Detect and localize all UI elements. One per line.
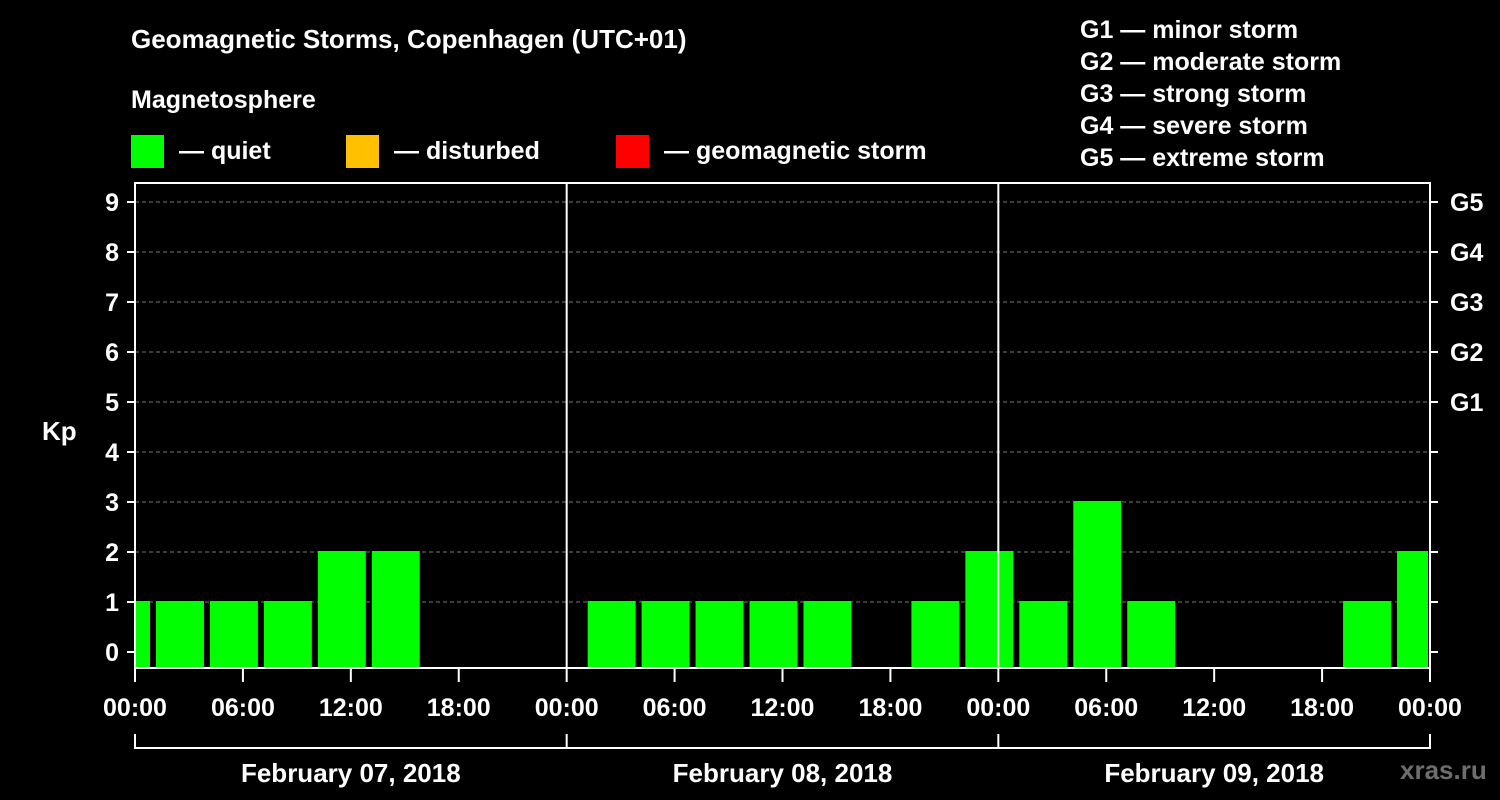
legend-item-storm: — geomagnetic storm (616, 134, 927, 168)
kp-bar (911, 601, 960, 667)
storm-scale-g3: G3 — strong storm (1080, 80, 1307, 108)
legend-swatch-storm (616, 134, 649, 168)
legend-item-quiet: — quiet (131, 134, 271, 168)
day-label: February 08, 2018 (673, 758, 893, 788)
y-tick-label: 4 (105, 439, 119, 467)
kp-bar (136, 601, 150, 667)
kp-bar (965, 551, 1014, 667)
day-label: February 07, 2018 (241, 758, 461, 788)
legend-label-disturbed: — disturbed (394, 136, 540, 165)
y-tick-label: 9 (105, 189, 119, 217)
kp-bar (1397, 551, 1428, 667)
y-tick-label: 1 (105, 589, 119, 617)
kp-bar (1343, 601, 1392, 667)
x-tick-label: 06:00 (643, 694, 707, 722)
g-scale-label: G3 (1450, 289, 1483, 317)
kp-bar (371, 551, 420, 667)
y-tick-label: 2 (105, 539, 119, 567)
x-tick-label: 12:00 (751, 694, 815, 722)
kp-bar (803, 601, 852, 667)
x-tick-label: 00:00 (103, 694, 167, 722)
kp-bar (587, 601, 636, 667)
g-scale-label: G5 (1450, 189, 1483, 217)
x-tick-label: 00:00 (966, 694, 1030, 722)
y-tick-label: 6 (105, 339, 119, 367)
kp-bar (317, 551, 366, 667)
g-scale-label: G4 (1450, 239, 1483, 267)
kp-bar (209, 601, 258, 667)
kp-bar (155, 601, 204, 667)
storm-scale-legend: G1 — minor storm G2 — moderate storm G3 … (1080, 14, 1341, 174)
y-tick-label: 3 (105, 489, 119, 517)
chart-subtitle: Magnetosphere (131, 86, 316, 114)
chart-title: Geomagnetic Storms, Copenhagen (UTC+01) (131, 24, 687, 54)
x-tick-label: 12:00 (1182, 694, 1246, 722)
legend-label-storm: — geomagnetic storm (664, 136, 927, 165)
g-scale-label: G2 (1450, 339, 1483, 367)
x-tick-label: 18:00 (1290, 694, 1354, 722)
storm-scale-g1: G1 — minor storm (1080, 16, 1299, 44)
storm-scale-g5: G5 — extreme storm (1080, 144, 1325, 172)
kp-bar (641, 601, 690, 667)
site-credit: xras.ru (1400, 755, 1487, 785)
kp-bar (1073, 501, 1122, 667)
x-tick-label: 00:00 (535, 694, 599, 722)
x-tick-label: 18:00 (858, 694, 922, 722)
day-label: February 09, 2018 (1104, 758, 1324, 788)
y-axis-label: Kp (42, 416, 77, 446)
y-tick-label: 0 (105, 639, 119, 667)
legend-swatch-quiet (131, 134, 164, 168)
kp-bar (263, 601, 312, 667)
storm-scale-g2: G2 — moderate storm (1080, 48, 1342, 76)
y-tick-label: 8 (105, 239, 119, 267)
y-tick-label: 7 (105, 289, 119, 317)
x-tick-label: 18:00 (427, 694, 491, 722)
x-tick-label: 06:00 (211, 694, 275, 722)
storm-scale-g4: G4 — severe storm (1080, 112, 1308, 140)
legend-swatch-disturbed (346, 134, 379, 168)
g-scale-label: G1 (1450, 389, 1483, 417)
kp-bar (1019, 601, 1068, 667)
kp-bar (749, 601, 798, 667)
x-tick-label: 00:00 (1398, 694, 1462, 722)
kp-bar (1127, 601, 1176, 667)
legend-item-disturbed: — disturbed (346, 134, 540, 168)
kp-bar (695, 601, 744, 667)
x-tick-label: 12:00 (319, 694, 383, 722)
legend-label-quiet: — quiet (179, 136, 271, 165)
x-tick-label: 06:00 (1074, 694, 1138, 722)
y-tick-label: 5 (105, 389, 119, 417)
